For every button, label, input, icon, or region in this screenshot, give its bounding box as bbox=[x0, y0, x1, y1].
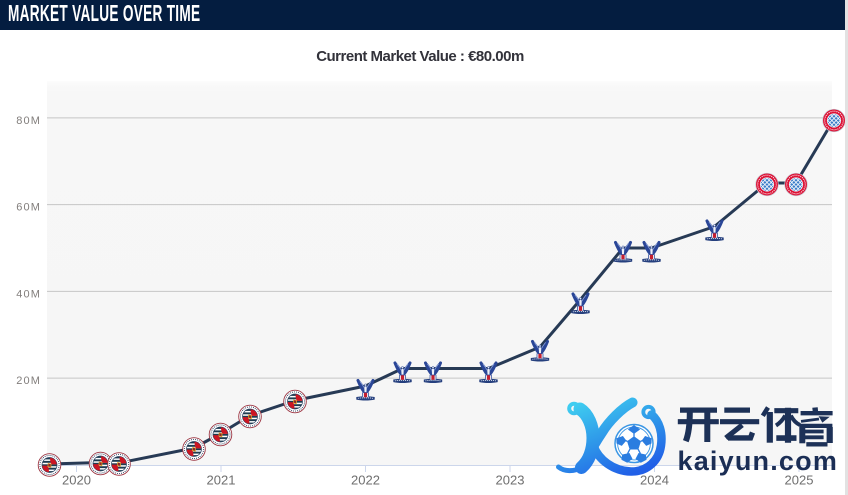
svg-text:2025: 2025 bbox=[785, 473, 814, 488]
svg-text:80M: 80M bbox=[16, 115, 41, 127]
svg-text:2022: 2022 bbox=[351, 473, 380, 488]
svg-text:40M: 40M bbox=[16, 289, 41, 301]
svg-text:2023: 2023 bbox=[496, 473, 525, 488]
svg-text:2024: 2024 bbox=[640, 473, 669, 488]
svg-text:60M: 60M bbox=[16, 202, 41, 214]
svg-text:kaiyun.com: kaiyun.com bbox=[678, 446, 839, 476]
svg-text:2021: 2021 bbox=[207, 473, 236, 488]
svg-text:2020: 2020 bbox=[62, 473, 91, 488]
svg-text:20M: 20M bbox=[16, 375, 41, 387]
